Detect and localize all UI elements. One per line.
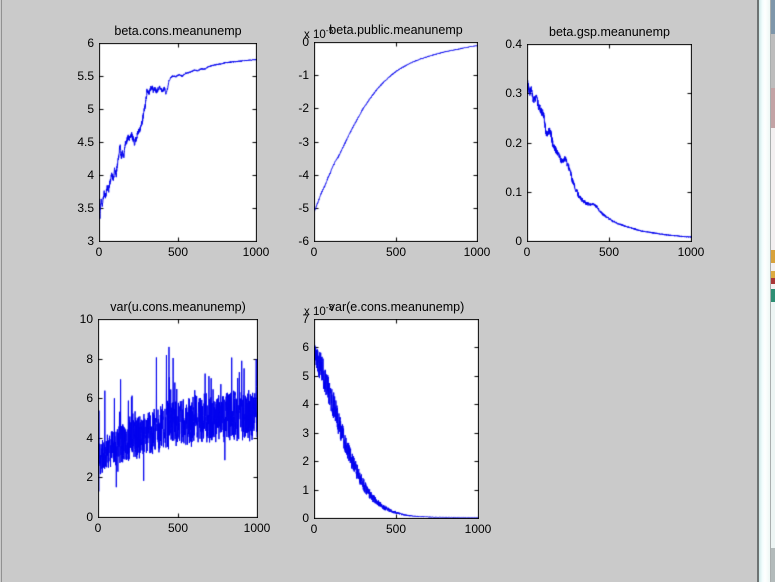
background-window-fragment [771, 263, 775, 271]
y-tick-label: 0 [515, 234, 522, 248]
x-tick-label: 500 [167, 521, 189, 535]
y-tick-label: 6 [87, 36, 94, 50]
x-tick-label: 0 [523, 245, 531, 259]
y-tick-label: 0.3 [505, 86, 522, 100]
desktop-icon-fragment [771, 278, 775, 284]
y-tick-label: -2 [298, 101, 309, 115]
subplot-title: beta.cons.meanunemp [114, 24, 242, 38]
subplot-title: var(u.cons.meanunemp) [110, 300, 246, 314]
y-tick-label: 1 [302, 483, 309, 497]
x-tick-label: 0 [94, 521, 102, 535]
background-titlebar-fragment [771, 0, 775, 34]
background-window-fragment [771, 284, 775, 289]
y-tick-label: 0 [86, 510, 93, 524]
x-tick-label: 500 [598, 245, 620, 259]
x-tick-label: 0 [95, 245, 103, 259]
x-tick-label: 500 [167, 245, 189, 259]
background-window-edge-line [770, 0, 771, 582]
y-tick-label: -1 [298, 68, 309, 82]
y-tick-label: 6 [86, 391, 93, 405]
desktop-icon-fragment [771, 271, 775, 278]
plot-area [98, 319, 258, 518]
background-window-fragment [771, 548, 775, 582]
figure-window-left-border [1, 0, 2, 582]
y-tick-label: 4.5 [77, 135, 94, 149]
subplot-title: beta.gsp.meanunemp [549, 25, 670, 39]
y-tick-label: 4 [86, 431, 93, 445]
y-tick-label: 8 [86, 352, 93, 366]
plot-area [314, 319, 479, 519]
x-tick-label: 500 [385, 522, 407, 536]
y-tick-label: 3 [302, 426, 309, 440]
y-axis-exponent-label: x 10-5 [304, 25, 334, 41]
x-tick-label: 1000 [243, 521, 271, 535]
background-window-fragment [771, 302, 775, 548]
y-tick-label: 2 [302, 454, 309, 468]
background-window-fragment [771, 88, 775, 128]
y-tick-label: 10 [79, 312, 93, 326]
y-tick-label: 3 [87, 234, 94, 248]
y-tick-label: 0 [302, 35, 309, 49]
y-tick-label: -3 [298, 135, 309, 149]
background-window-edge-strip [759, 0, 770, 582]
background-window-fragment [771, 34, 775, 88]
y-tick-label: -5 [298, 201, 309, 215]
subplot-title: beta.public.meanunemp [329, 23, 463, 37]
x-tick-label: 1000 [464, 522, 492, 536]
y-tick-label: -4 [298, 168, 309, 182]
desktop-icon-fragment [771, 250, 775, 263]
y-tick-label: 5 [302, 369, 309, 383]
figure-window-right-border [757, 0, 759, 582]
y-tick-label: 4 [302, 397, 309, 411]
y-tick-label: 4 [87, 168, 94, 182]
plot-area [314, 42, 478, 242]
y-tick-label: 7 [302, 312, 309, 326]
x-tick-label: 500 [385, 245, 407, 259]
y-tick-label: 2 [86, 470, 93, 484]
y-tick-label: -6 [298, 234, 309, 248]
x-tick-label: 1000 [677, 245, 705, 259]
y-axis-exponent-label: x 10-3 [304, 302, 334, 318]
y-tick-label: 6 [302, 340, 309, 354]
x-tick-label: 1000 [242, 245, 270, 259]
desktop-icon-fragment [771, 289, 775, 302]
plot-area [99, 43, 257, 242]
x-tick-label: 0 [310, 245, 318, 259]
y-tick-label: 0.2 [505, 136, 522, 150]
x-tick-label: 0 [310, 522, 318, 536]
y-tick-label: 5 [87, 102, 94, 116]
y-tick-label: 0.4 [505, 37, 522, 51]
y-tick-label: 0 [302, 511, 309, 525]
subplot-title: var(e.cons.meanunemp) [328, 300, 465, 314]
y-tick-label: 0.1 [505, 185, 522, 199]
plot-area [527, 44, 692, 242]
y-tick-label: 5.5 [77, 69, 94, 83]
x-tick-label: 1000 [463, 245, 491, 259]
desktop-edge-sliver [771, 0, 775, 582]
y-tick-label: 3.5 [77, 201, 94, 215]
background-window-fragment [771, 128, 775, 250]
